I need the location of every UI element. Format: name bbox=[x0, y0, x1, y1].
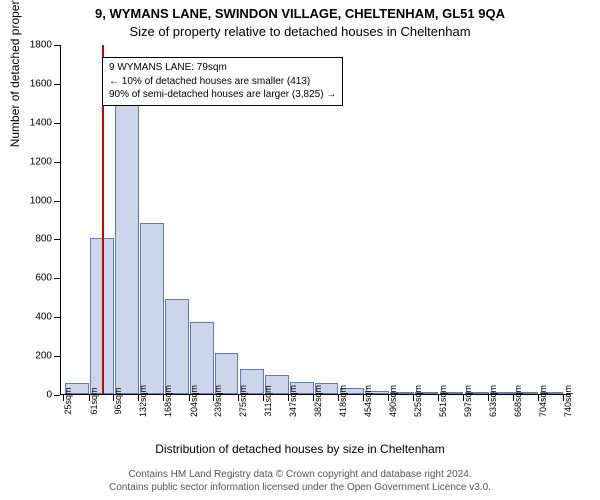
footer-line2: Contains public sector information licen… bbox=[0, 481, 600, 494]
x-tick-label: 382sqm bbox=[313, 385, 323, 417]
annotation-line1: 9 WYMANS LANE: 79sqm bbox=[109, 61, 336, 75]
chart-container: 9, WYMANS LANE, SWINDON VILLAGE, CHELTEN… bbox=[0, 0, 600, 500]
x-tick-label: 132sqm bbox=[138, 385, 148, 417]
x-tick-label: 168sqm bbox=[163, 385, 173, 417]
x-tick-label: 275sqm bbox=[238, 385, 248, 417]
y-tick-label: 800 bbox=[35, 234, 52, 245]
footer-line1: Contains HM Land Registry data © Crown c… bbox=[0, 468, 600, 481]
x-tick-label: 311sqm bbox=[263, 385, 273, 416]
y-tick bbox=[54, 45, 60, 46]
x-tick-label: 561sqm bbox=[438, 385, 448, 417]
histogram-bar bbox=[115, 91, 139, 394]
y-tick-label: 600 bbox=[35, 273, 52, 284]
x-tick-label: 418sqm bbox=[338, 385, 348, 417]
y-tick bbox=[54, 356, 60, 357]
annotation-box: 9 WYMANS LANE: 79sqm ← 10% of detached h… bbox=[102, 57, 343, 106]
y-tick-label: 200 bbox=[35, 351, 52, 362]
x-tick-label: 704sqm bbox=[538, 385, 548, 417]
y-tick bbox=[54, 201, 60, 202]
histogram-bar bbox=[165, 299, 189, 394]
y-tick-label: 400 bbox=[35, 312, 52, 323]
y-tick-label: 1600 bbox=[30, 78, 52, 89]
y-tick-label: 1000 bbox=[30, 195, 52, 206]
y-tick bbox=[54, 239, 60, 240]
annotation-line3: 90% of semi-detached houses are larger (… bbox=[109, 88, 336, 102]
y-axis-label: Number of detached properties bbox=[8, 0, 22, 147]
footer: Contains HM Land Registry data © Crown c… bbox=[0, 468, 600, 494]
y-tick bbox=[54, 84, 60, 85]
x-tick-label: 454sqm bbox=[363, 385, 373, 417]
x-tick-label: 490sqm bbox=[388, 385, 398, 417]
x-tick-label: 25sqm bbox=[63, 387, 73, 414]
y-tick-label: 1400 bbox=[30, 117, 52, 128]
y-tick bbox=[54, 123, 60, 124]
x-tick-label: 740sqm bbox=[563, 385, 573, 417]
y-tick-label: 1800 bbox=[30, 40, 52, 51]
chart-title-address: 9, WYMANS LANE, SWINDON VILLAGE, CHELTEN… bbox=[0, 6, 600, 21]
x-tick-label: 61sqm bbox=[89, 387, 99, 414]
x-tick-label: 668sqm bbox=[513, 385, 523, 417]
x-tick-label: 347sqm bbox=[288, 385, 298, 417]
chart-subtitle: Size of property relative to detached ho… bbox=[0, 24, 600, 39]
y-tick bbox=[54, 162, 60, 163]
x-tick-label: 525sqm bbox=[413, 385, 423, 417]
y-tick bbox=[54, 278, 60, 279]
x-tick-label: 96sqm bbox=[113, 387, 123, 414]
y-tick-label: 0 bbox=[46, 390, 52, 401]
y-tick bbox=[54, 395, 60, 396]
histogram-bar bbox=[190, 322, 214, 394]
y-tick bbox=[54, 317, 60, 318]
x-tick-label: 633sqm bbox=[488, 385, 498, 417]
x-tick-label: 239sqm bbox=[213, 385, 223, 417]
plot-area: 9 WYMANS LANE: 79sqm ← 10% of detached h… bbox=[60, 45, 570, 395]
y-tick-label: 1200 bbox=[30, 156, 52, 167]
annotation-line2: ← 10% of detached houses are smaller (41… bbox=[109, 75, 336, 89]
x-tick-label: 597sqm bbox=[463, 385, 473, 417]
x-tick-label: 204sqm bbox=[189, 385, 199, 417]
histogram-bar bbox=[140, 223, 164, 394]
x-axis-label: Distribution of detached houses by size … bbox=[0, 442, 600, 456]
